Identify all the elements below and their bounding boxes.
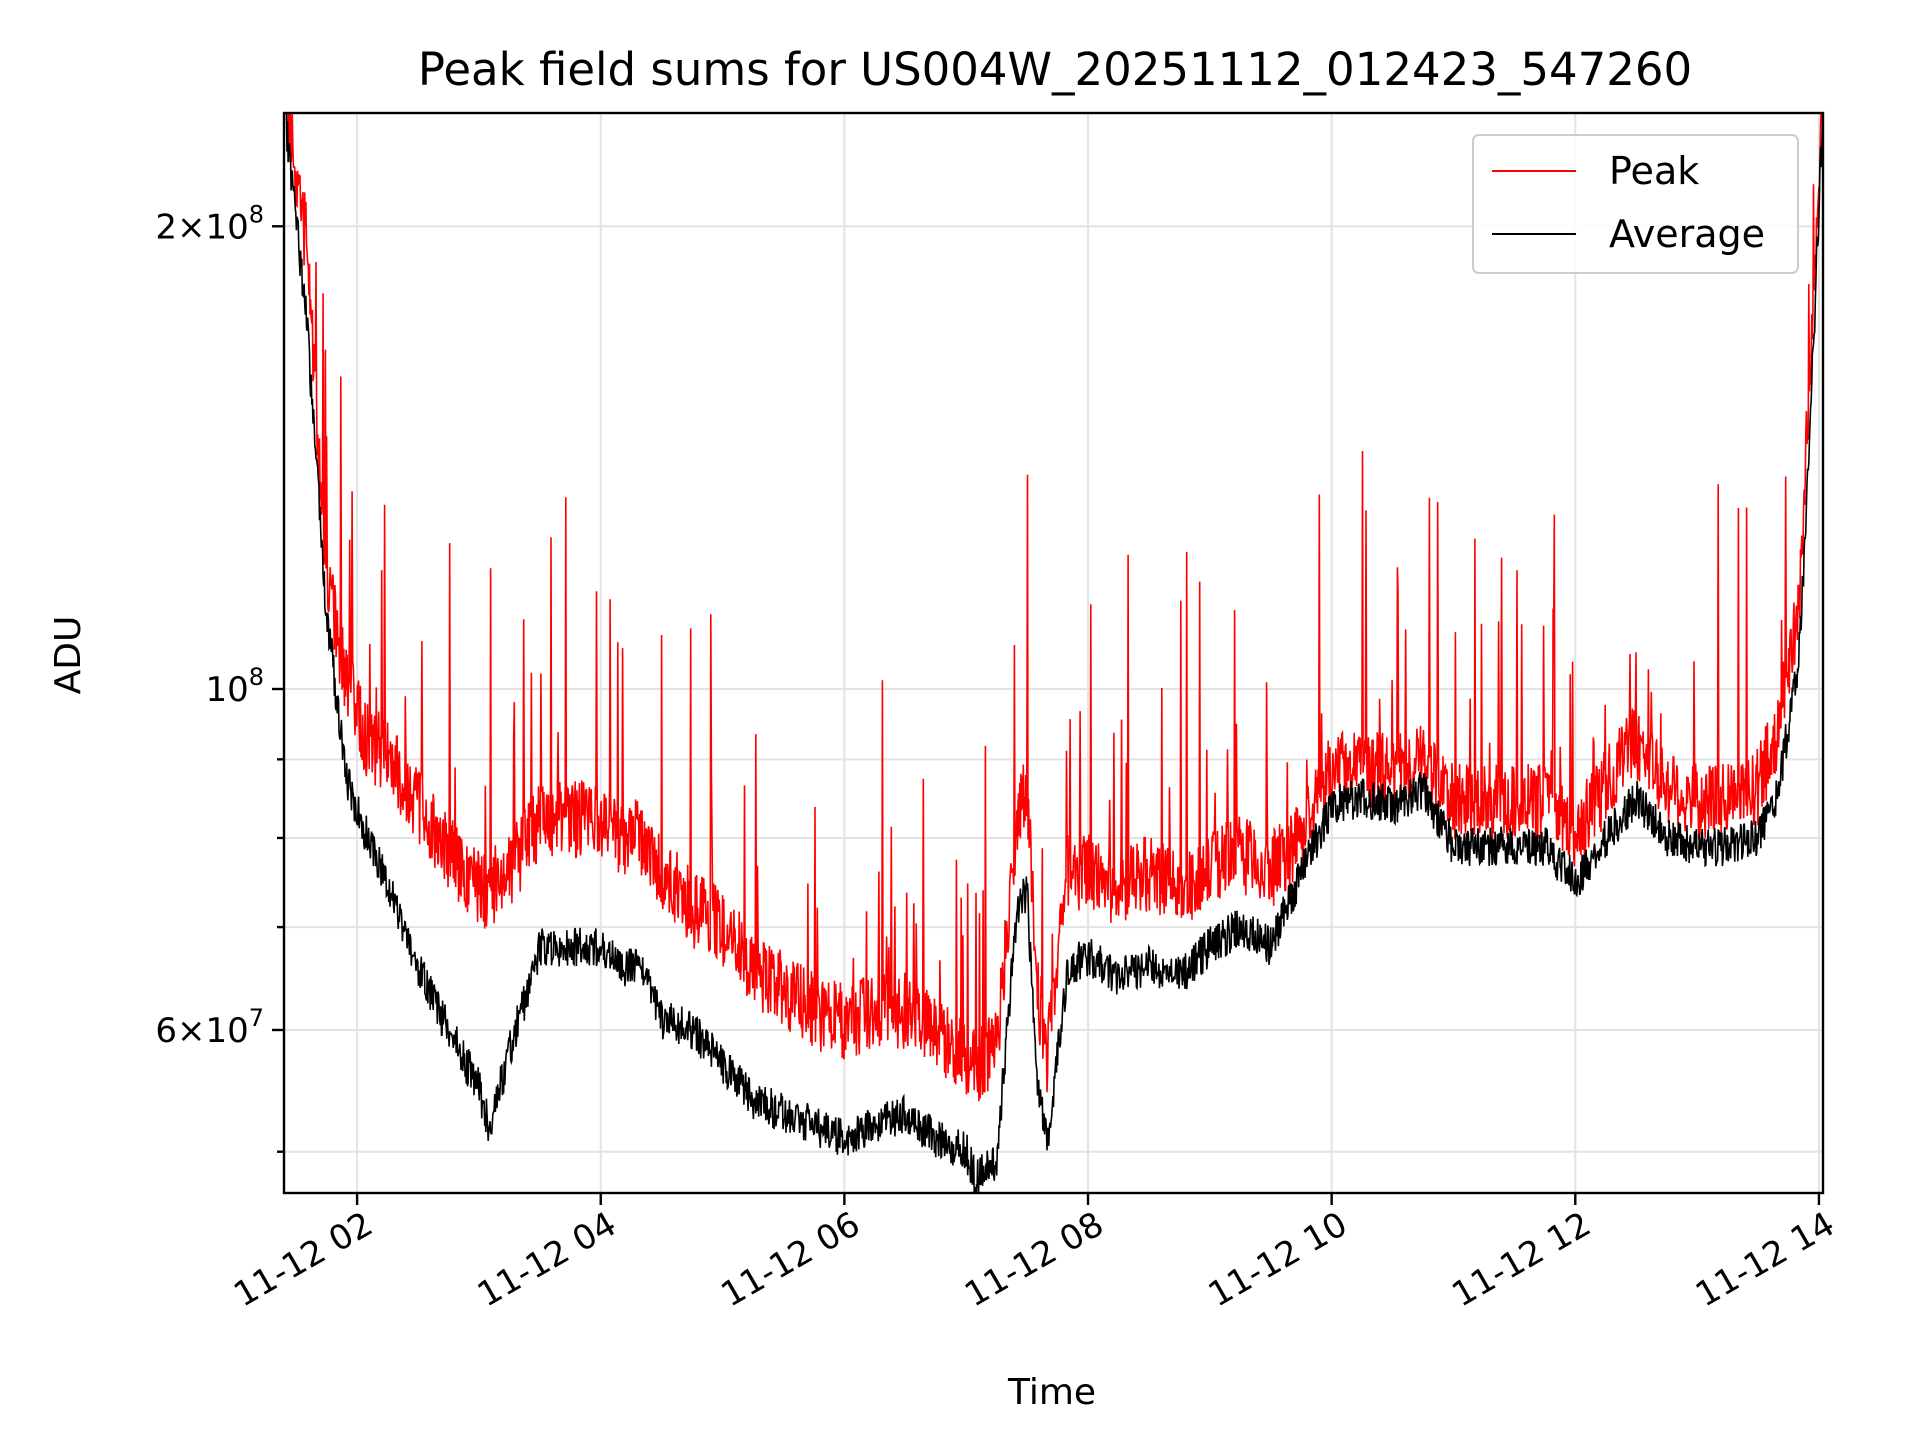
y-axis-label: ADU [48, 616, 89, 695]
y-tick-exponent: 8 [249, 663, 264, 691]
y-tick-mantissa: 2 [155, 207, 177, 247]
y-tick-exponent: 7 [249, 1004, 264, 1032]
plot-area [285, 113, 1823, 1193]
legend-label-peak: Peak [1609, 149, 1699, 193]
y-tick-label: 108 [205, 663, 264, 710]
y-tick-base: 10 [205, 207, 248, 247]
y-tick-label: 2×108 [155, 200, 264, 247]
y-tick-times: × [177, 207, 206, 247]
y-tick-label: 6×107 [155, 1004, 264, 1051]
y-tick-base: 10 [205, 1011, 248, 1051]
y-tick-mantissa: 6 [155, 1011, 177, 1051]
y-tick-base: 10 [205, 670, 248, 710]
legend-label-average: Average [1609, 212, 1765, 256]
legend-box [1472, 134, 1799, 274]
series-peak-line [287, 113, 1823, 1102]
series-average-line [285, 113, 1823, 1193]
axes-frame [282, 111, 1825, 1195]
chart-title: Peak field sums for US004W_20251112_0124… [418, 43, 1692, 96]
legend: Peak Average [1472, 134, 1799, 274]
x-axis-label: Time [1007, 1372, 1096, 1413]
y-tick-times: × [177, 1011, 206, 1051]
y-tick-exponent: 8 [249, 200, 264, 228]
